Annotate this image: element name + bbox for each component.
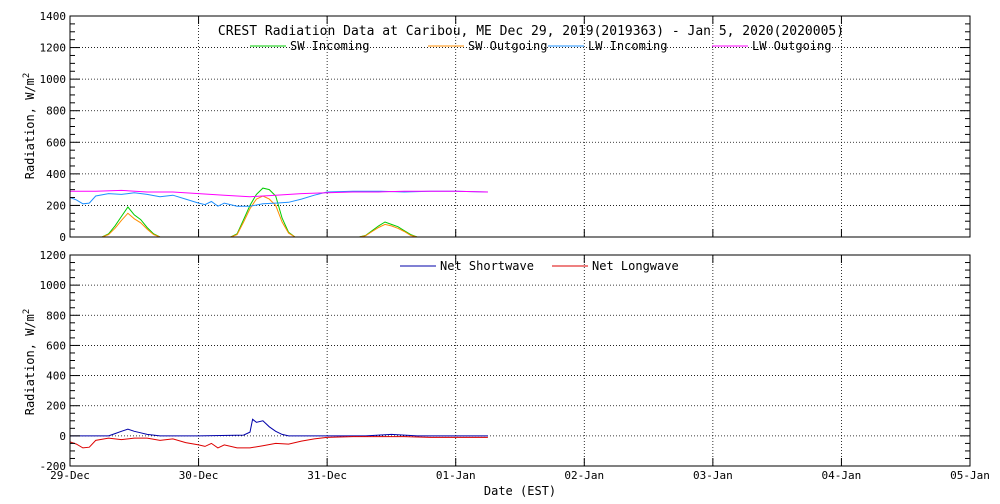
frame-layer	[69, 15, 971, 467]
y-tick-label: -200	[40, 460, 67, 473]
data-layer	[70, 187, 488, 449]
y-tick-label: 400	[46, 168, 66, 181]
x-axis-label: Date (EST)	[484, 484, 556, 498]
series-line-net-shortwave	[70, 418, 488, 437]
y-tick-label: 0	[59, 231, 66, 244]
legend-label: Net Shortwave	[440, 259, 534, 273]
y-tick-label: 1400	[40, 10, 67, 23]
x-tick-label: 03-Jan	[693, 469, 733, 482]
x-tick-label: 31-Dec	[307, 469, 347, 482]
legend-label: SW Incoming	[290, 39, 369, 53]
bottom-y-axis-label: Radiation, W/m2	[22, 309, 37, 416]
chart-title: CREST Radiation Data at Caribou, ME Dec …	[218, 24, 844, 39]
top-panel-frame	[69, 15, 971, 238]
y-tick-label: 1000	[40, 279, 67, 292]
series-line-lw-outgoing	[70, 189, 488, 198]
y-tick-label: 800	[46, 105, 66, 118]
x-tick-label: 02-Jan	[564, 469, 604, 482]
legend-label: Net Longwave	[592, 259, 679, 273]
x-tick-label: 01-Jan	[436, 469, 476, 482]
y-tick-label: 800	[46, 309, 66, 322]
series-line-sw-outgoing	[70, 195, 488, 237]
x-tick-label: 04-Jan	[822, 469, 862, 482]
top-y-axis-label: Radiation, W/m2	[22, 73, 37, 180]
x-tick-label: 05-Jan	[950, 469, 990, 482]
x-tick-label: 30-Dec	[179, 469, 219, 482]
series-line-lw-incoming	[70, 190, 488, 207]
y-tick-label: 600	[46, 136, 66, 149]
series-line-net-longwave	[70, 436, 488, 449]
legend-label: LW Outgoing	[752, 39, 831, 53]
y-tick-label: 0	[59, 430, 66, 443]
legend-label: LW Incoming	[588, 39, 667, 53]
x-tick-label: 29-Dec	[50, 469, 90, 482]
y-tick-label: 200	[46, 199, 66, 212]
y-tick-label: 600	[46, 339, 66, 352]
series-line-sw-incoming	[70, 187, 488, 237]
grid-layer	[70, 16, 970, 466]
y-tick-label: 200	[46, 400, 66, 413]
legend-label: SW Outgoing	[468, 39, 547, 53]
text-layer: CREST Radiation Data at Caribou, ME Dec …	[22, 10, 990, 498]
y-tick-label: 1200	[40, 249, 67, 262]
y-tick-label: 400	[46, 370, 66, 383]
bottom-panel-frame	[69, 254, 971, 467]
y-tick-label: 1000	[40, 73, 67, 86]
y-tick-label: 1200	[40, 42, 67, 55]
